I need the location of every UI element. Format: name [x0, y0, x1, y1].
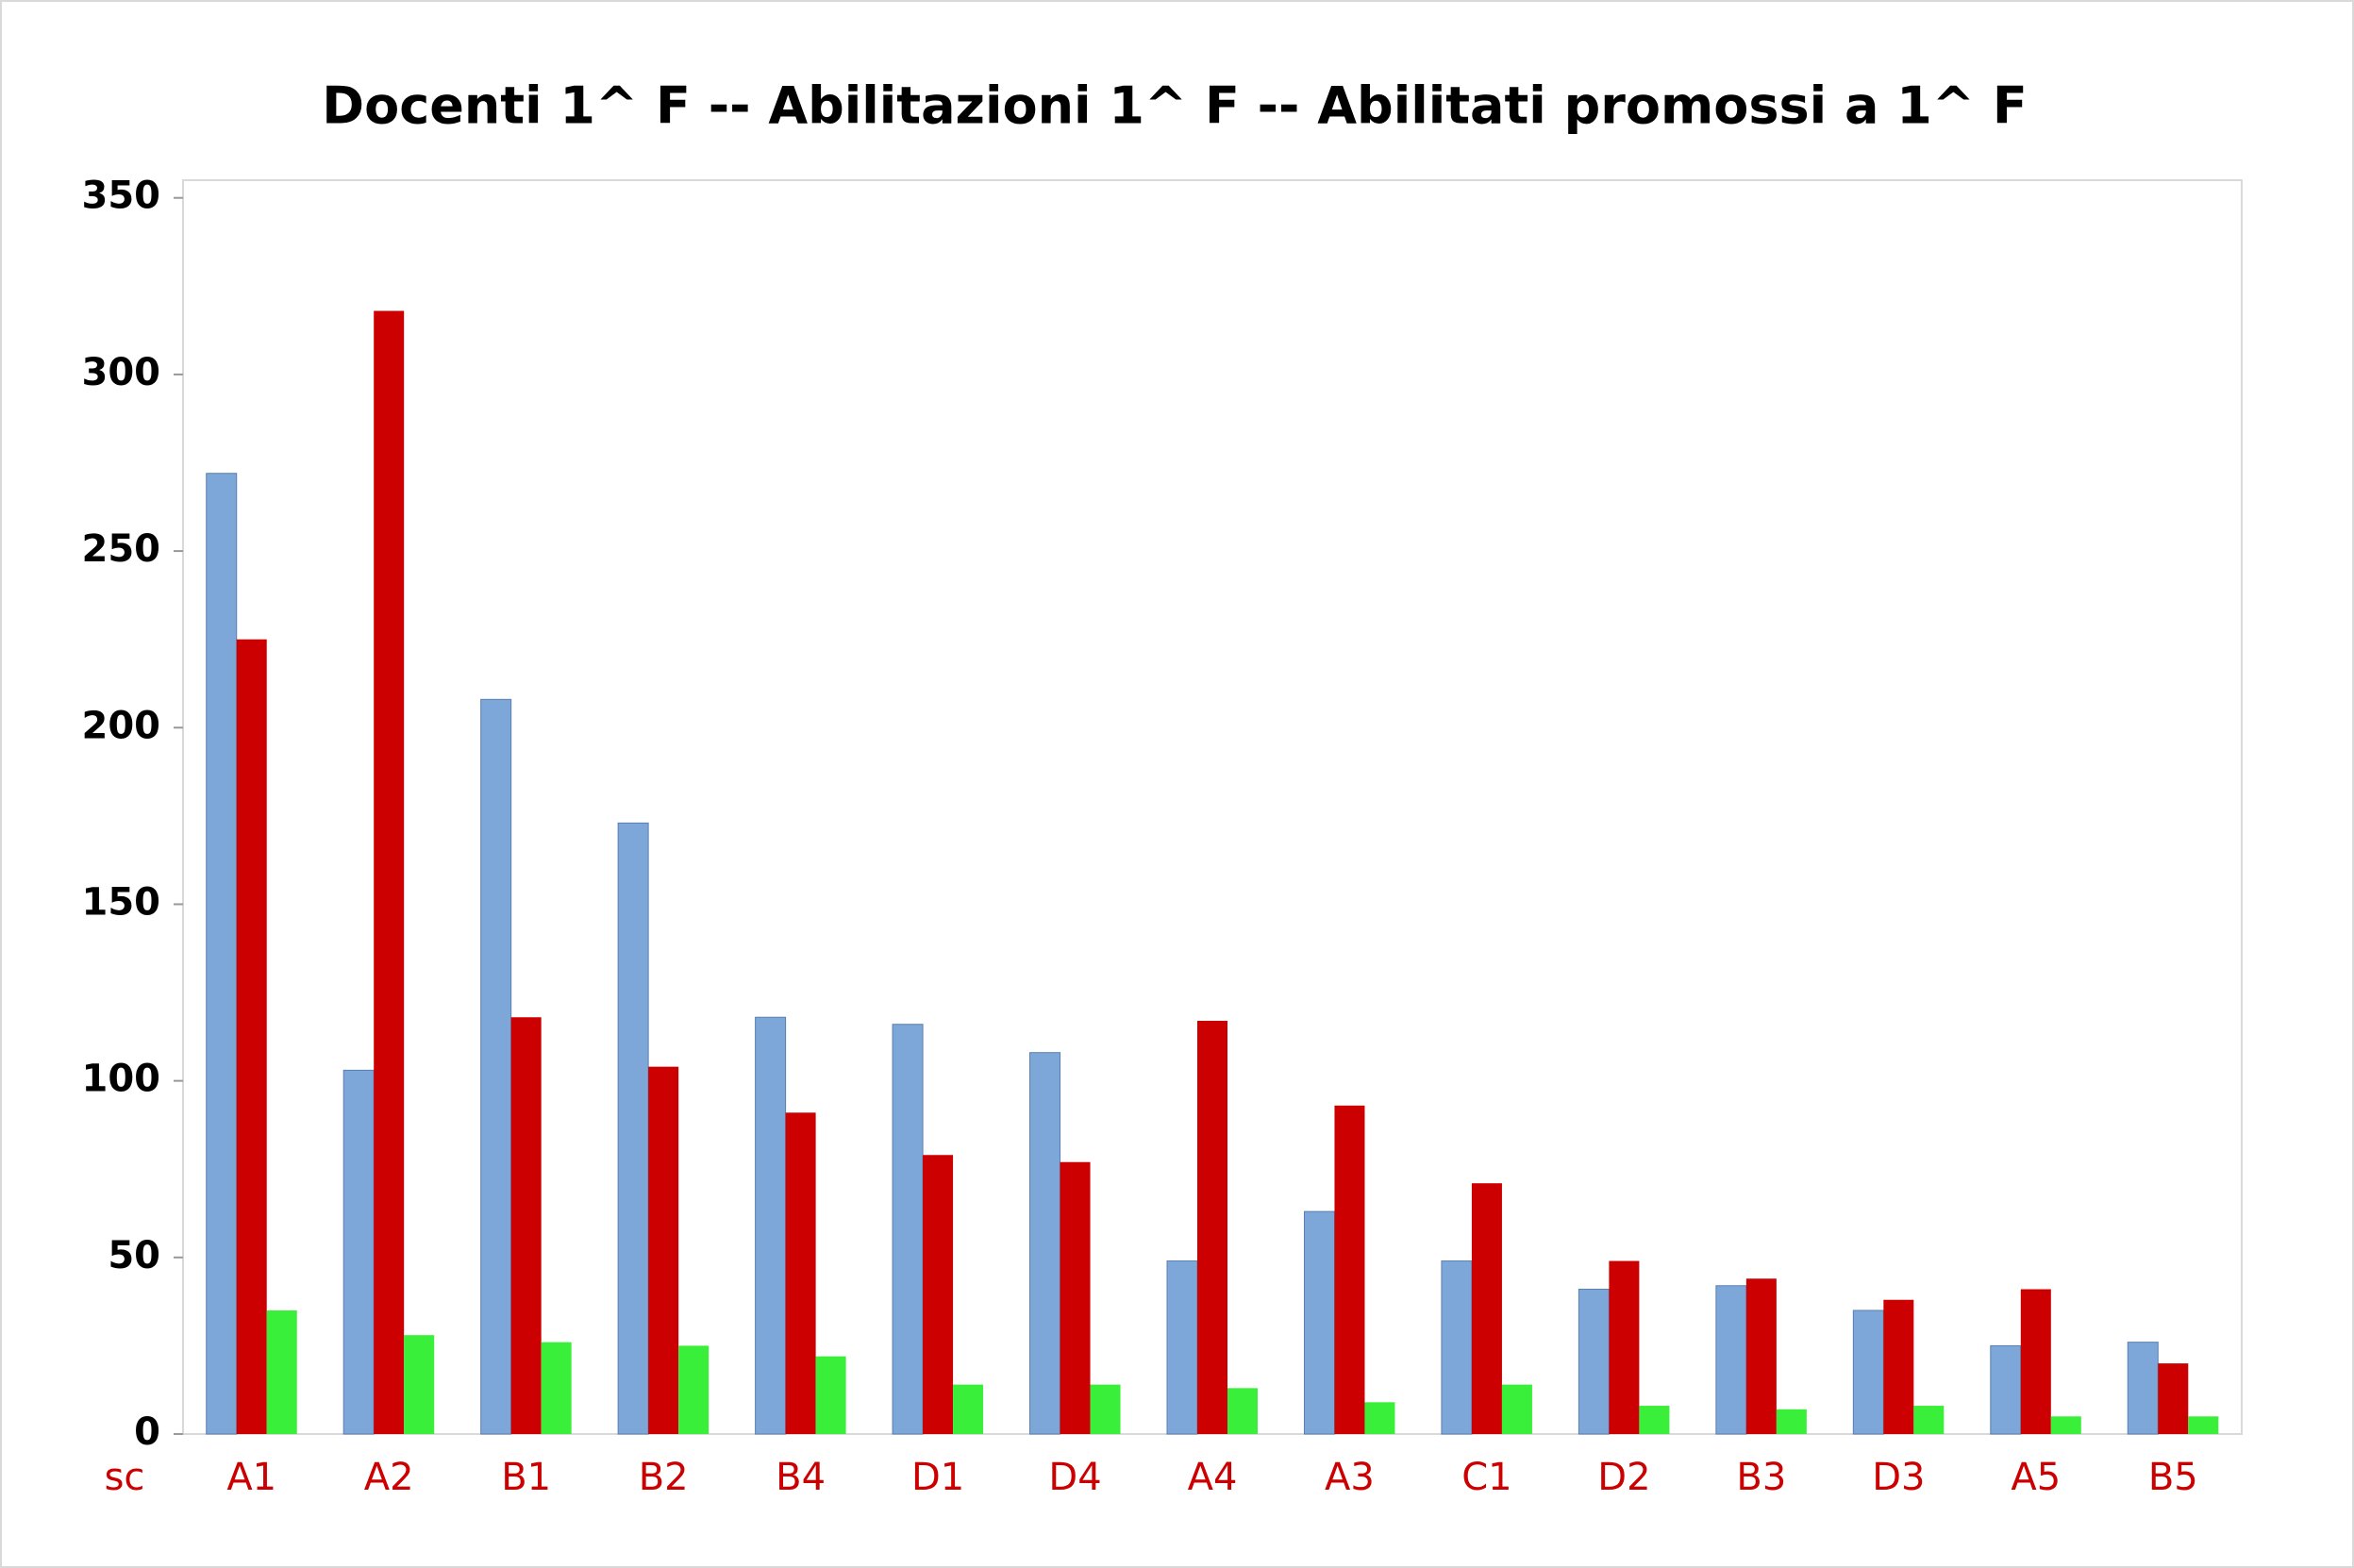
bar	[1852, 1309, 1884, 1435]
bar	[1578, 1289, 1610, 1435]
bar	[342, 1069, 375, 1435]
bar	[648, 1066, 679, 1434]
bar	[206, 473, 238, 1435]
bar	[1913, 1406, 1945, 1434]
bar	[1227, 1388, 1259, 1434]
bar	[953, 1384, 984, 1434]
x-tick-label: A1	[226, 1456, 276, 1499]
bar	[1029, 1052, 1061, 1435]
chart-title: Docenti 1^ F -- Abilitazioni 1^ F -- Abi…	[322, 76, 2027, 136]
bar	[1060, 1161, 1091, 1434]
bar	[785, 1112, 816, 1434]
x-tick-label: D1	[911, 1456, 964, 1499]
bar	[374, 310, 405, 1434]
bar	[2188, 1416, 2219, 1434]
x-tick-label: D2	[1597, 1456, 1650, 1499]
x-tick-label: B4	[776, 1456, 826, 1499]
bar	[1303, 1210, 1335, 1435]
bar	[1090, 1384, 1121, 1434]
bar	[1609, 1260, 1640, 1434]
bar	[1334, 1105, 1365, 1434]
bar	[678, 1345, 710, 1434]
bar	[541, 1342, 572, 1434]
y-tick-label: 300	[82, 351, 161, 394]
bar	[617, 822, 649, 1435]
x-tick-label: C1	[1461, 1456, 1511, 1499]
bar	[1639, 1406, 1670, 1434]
bar	[1745, 1278, 1777, 1434]
bar	[2158, 1363, 2189, 1434]
bar	[923, 1155, 954, 1434]
y-tick-label: 100	[82, 1058, 161, 1101]
x-tick-label: B1	[501, 1456, 551, 1499]
bar	[1501, 1384, 1532, 1434]
bar	[2020, 1289, 2051, 1434]
y-tick-label: 150	[82, 880, 161, 924]
bar	[1196, 1020, 1228, 1434]
bar	[1441, 1260, 1473, 1435]
x-tick-label: B5	[2148, 1456, 2198, 1499]
x-tick-label: A2	[364, 1456, 414, 1499]
bar	[1471, 1183, 1502, 1434]
bar	[2050, 1416, 2081, 1434]
x-axis-label: sc	[105, 1456, 145, 1499]
y-tick-label: 250	[82, 527, 161, 571]
bar	[266, 1309, 297, 1434]
bar	[1883, 1299, 1914, 1434]
bar	[236, 639, 267, 1434]
x-tick-label: A4	[1188, 1456, 1238, 1499]
bar	[404, 1335, 435, 1434]
bar	[755, 1016, 787, 1435]
bar	[2127, 1342, 2159, 1435]
bar	[510, 1017, 542, 1434]
y-tick-label: 200	[82, 704, 161, 747]
bar	[480, 698, 512, 1435]
bar	[1364, 1402, 1395, 1434]
x-tick-label: D4	[1048, 1456, 1101, 1499]
y-tick-label: 0	[134, 1410, 160, 1454]
x-tick-label: A3	[1325, 1456, 1375, 1499]
y-tick-label: 50	[108, 1234, 160, 1277]
x-tick-label: D3	[1872, 1456, 1925, 1499]
bar	[1990, 1344, 2022, 1435]
y-tick-label: 350	[82, 175, 161, 218]
bar	[1166, 1260, 1198, 1435]
bar	[815, 1356, 846, 1434]
bar	[892, 1024, 924, 1435]
bar	[1776, 1409, 1807, 1434]
x-tick-label: B3	[1736, 1456, 1786, 1499]
x-tick-label: B2	[639, 1456, 689, 1499]
bar	[1715, 1285, 1747, 1435]
x-tick-label: A5	[2011, 1456, 2061, 1499]
